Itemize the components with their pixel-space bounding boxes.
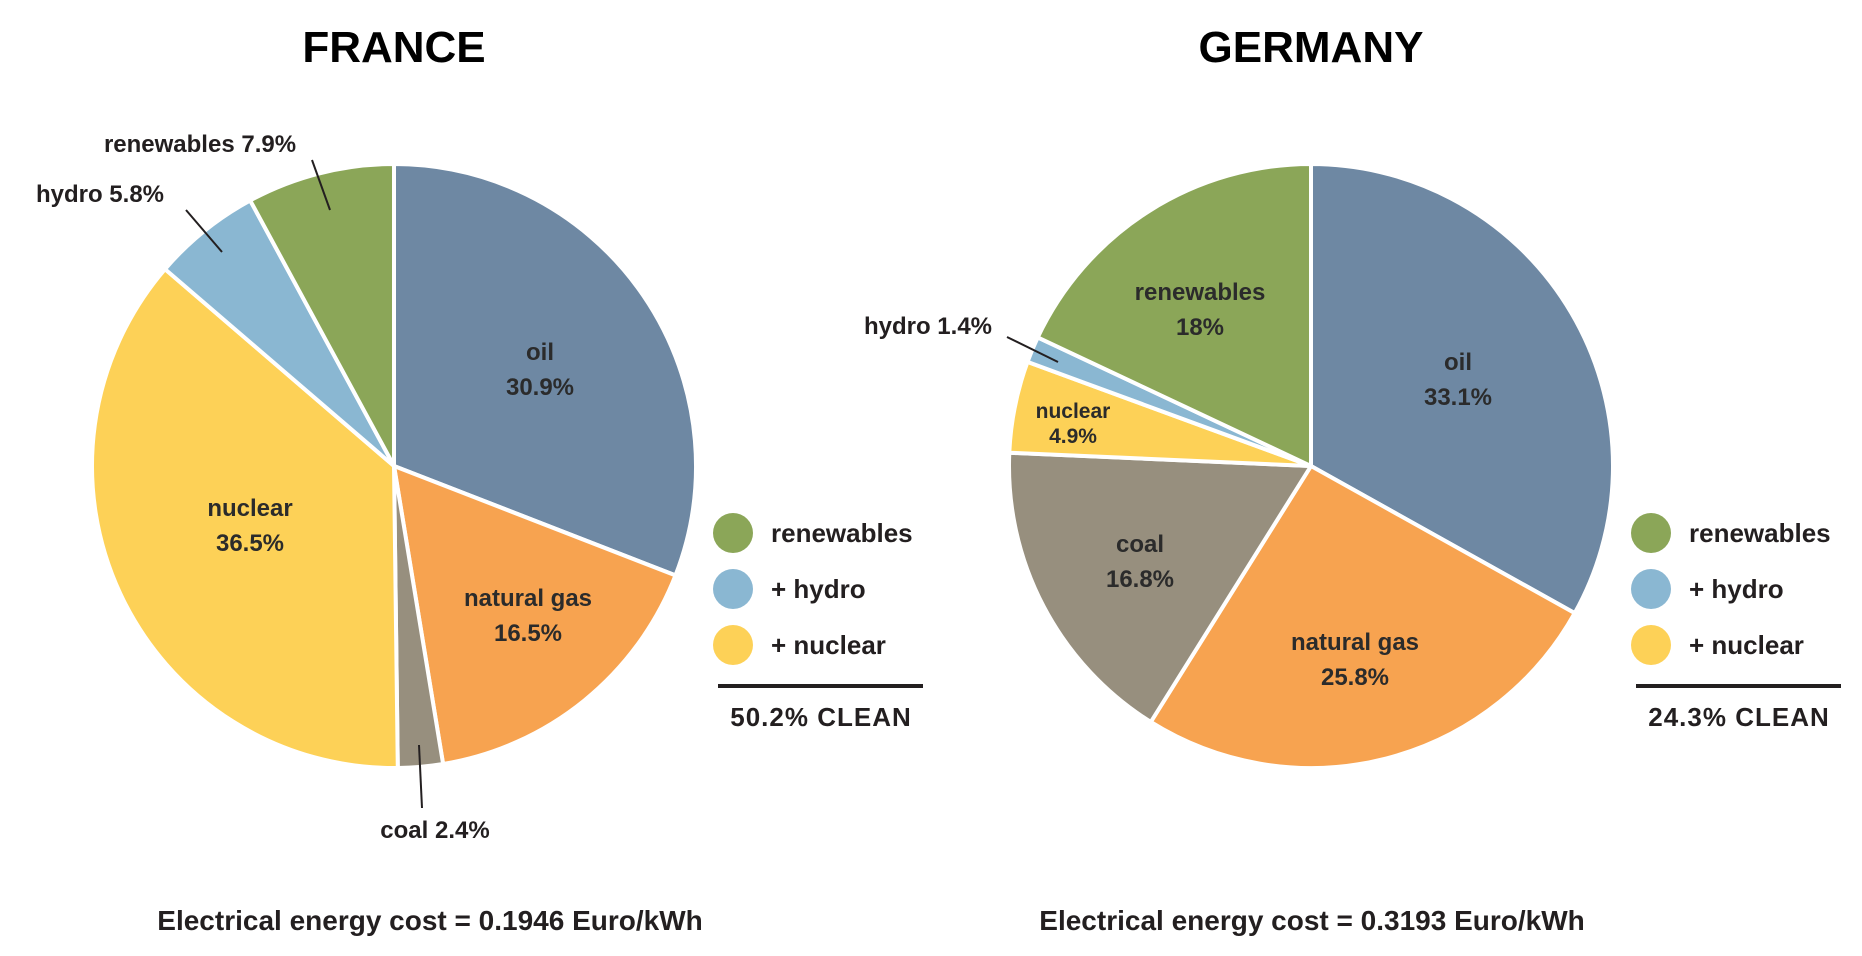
legend-label: + nuclear (771, 630, 886, 660)
pie-slice-nuclear (90, 267, 400, 770)
slice-label: coal (1116, 531, 1164, 558)
slice-value: 25.8% (1321, 664, 1389, 691)
pie-slice-renewables (1035, 162, 1313, 468)
legend-swatch (713, 625, 753, 665)
legend: renewables + hydro + nuclear 50.2% CLEAN (713, 513, 923, 732)
pie-chart-germany: GERMANY oil 33.1% natural gas 25.8% coal 16.8%… (864, 23, 1841, 936)
slice-value: 4.9% (1049, 425, 1097, 448)
slice-label: nuclear (207, 495, 292, 522)
chart-title: FRANCE (302, 23, 485, 72)
slice-label: natural gas (464, 585, 592, 612)
slice-value: 33.1% (1424, 384, 1492, 411)
legend: renewables + hydro + nuclear 24.3% CLEAN (1631, 513, 1841, 732)
leader-line (311, 159, 331, 211)
legend-label: renewables (1689, 518, 1831, 548)
slice-value: 16.8% (1106, 566, 1174, 593)
energy-cost: Electrical energy cost = 0.3193 Euro/kWh (1039, 905, 1584, 936)
slice-label: coal 2.4% (380, 817, 489, 844)
legend-swatch (713, 513, 753, 553)
chart-title: GERMANY (1199, 23, 1424, 72)
legend-swatch (1631, 513, 1671, 553)
slice-value: 30.9% (506, 374, 574, 401)
pie-slice-oil (1309, 162, 1615, 616)
pie-slice-renewables (248, 162, 396, 468)
slice-label: hydro 5.8% (36, 181, 164, 208)
slice-value: 36.5% (216, 530, 284, 557)
legend-swatch (1631, 625, 1671, 665)
legend-swatch (1631, 569, 1671, 609)
slice-label: renewables (1135, 279, 1266, 306)
clean-total: 24.3% CLEAN (1648, 702, 1830, 732)
legend-label: + hydro (1689, 574, 1784, 604)
pie-slice-oil (392, 162, 698, 578)
legend-label: + hydro (771, 574, 866, 604)
slice-label: oil (1444, 349, 1472, 376)
pie-slice-coal (1006, 450, 1313, 724)
clean-total: 50.2% CLEAN (730, 702, 912, 732)
leader-line (418, 744, 423, 809)
slice-value: 16.5% (494, 620, 562, 647)
legend-label: renewables (771, 518, 913, 548)
energy-cost: Electrical energy cost = 0.1946 Euro/kWh (157, 905, 702, 936)
leader-line (185, 209, 223, 253)
slice-label: oil (526, 339, 554, 366)
slice-label: renewables 7.9% (104, 131, 296, 158)
pie-chart-france: FRANCE oil 30.9% natural gas 16.5% coal 2.4% n… (36, 23, 923, 936)
legend-label: + nuclear (1689, 630, 1804, 660)
pie-slice-natural-gas (392, 464, 678, 766)
legend-swatch (713, 569, 753, 609)
slice-value: 18% (1176, 314, 1224, 341)
slice-label: hydro 1.4% (864, 313, 992, 340)
slice-label: nuclear (1036, 400, 1111, 423)
leader-line (1006, 336, 1059, 363)
slice-label: natural gas (1291, 629, 1419, 656)
pie-slice-natural-gas (1148, 464, 1577, 770)
